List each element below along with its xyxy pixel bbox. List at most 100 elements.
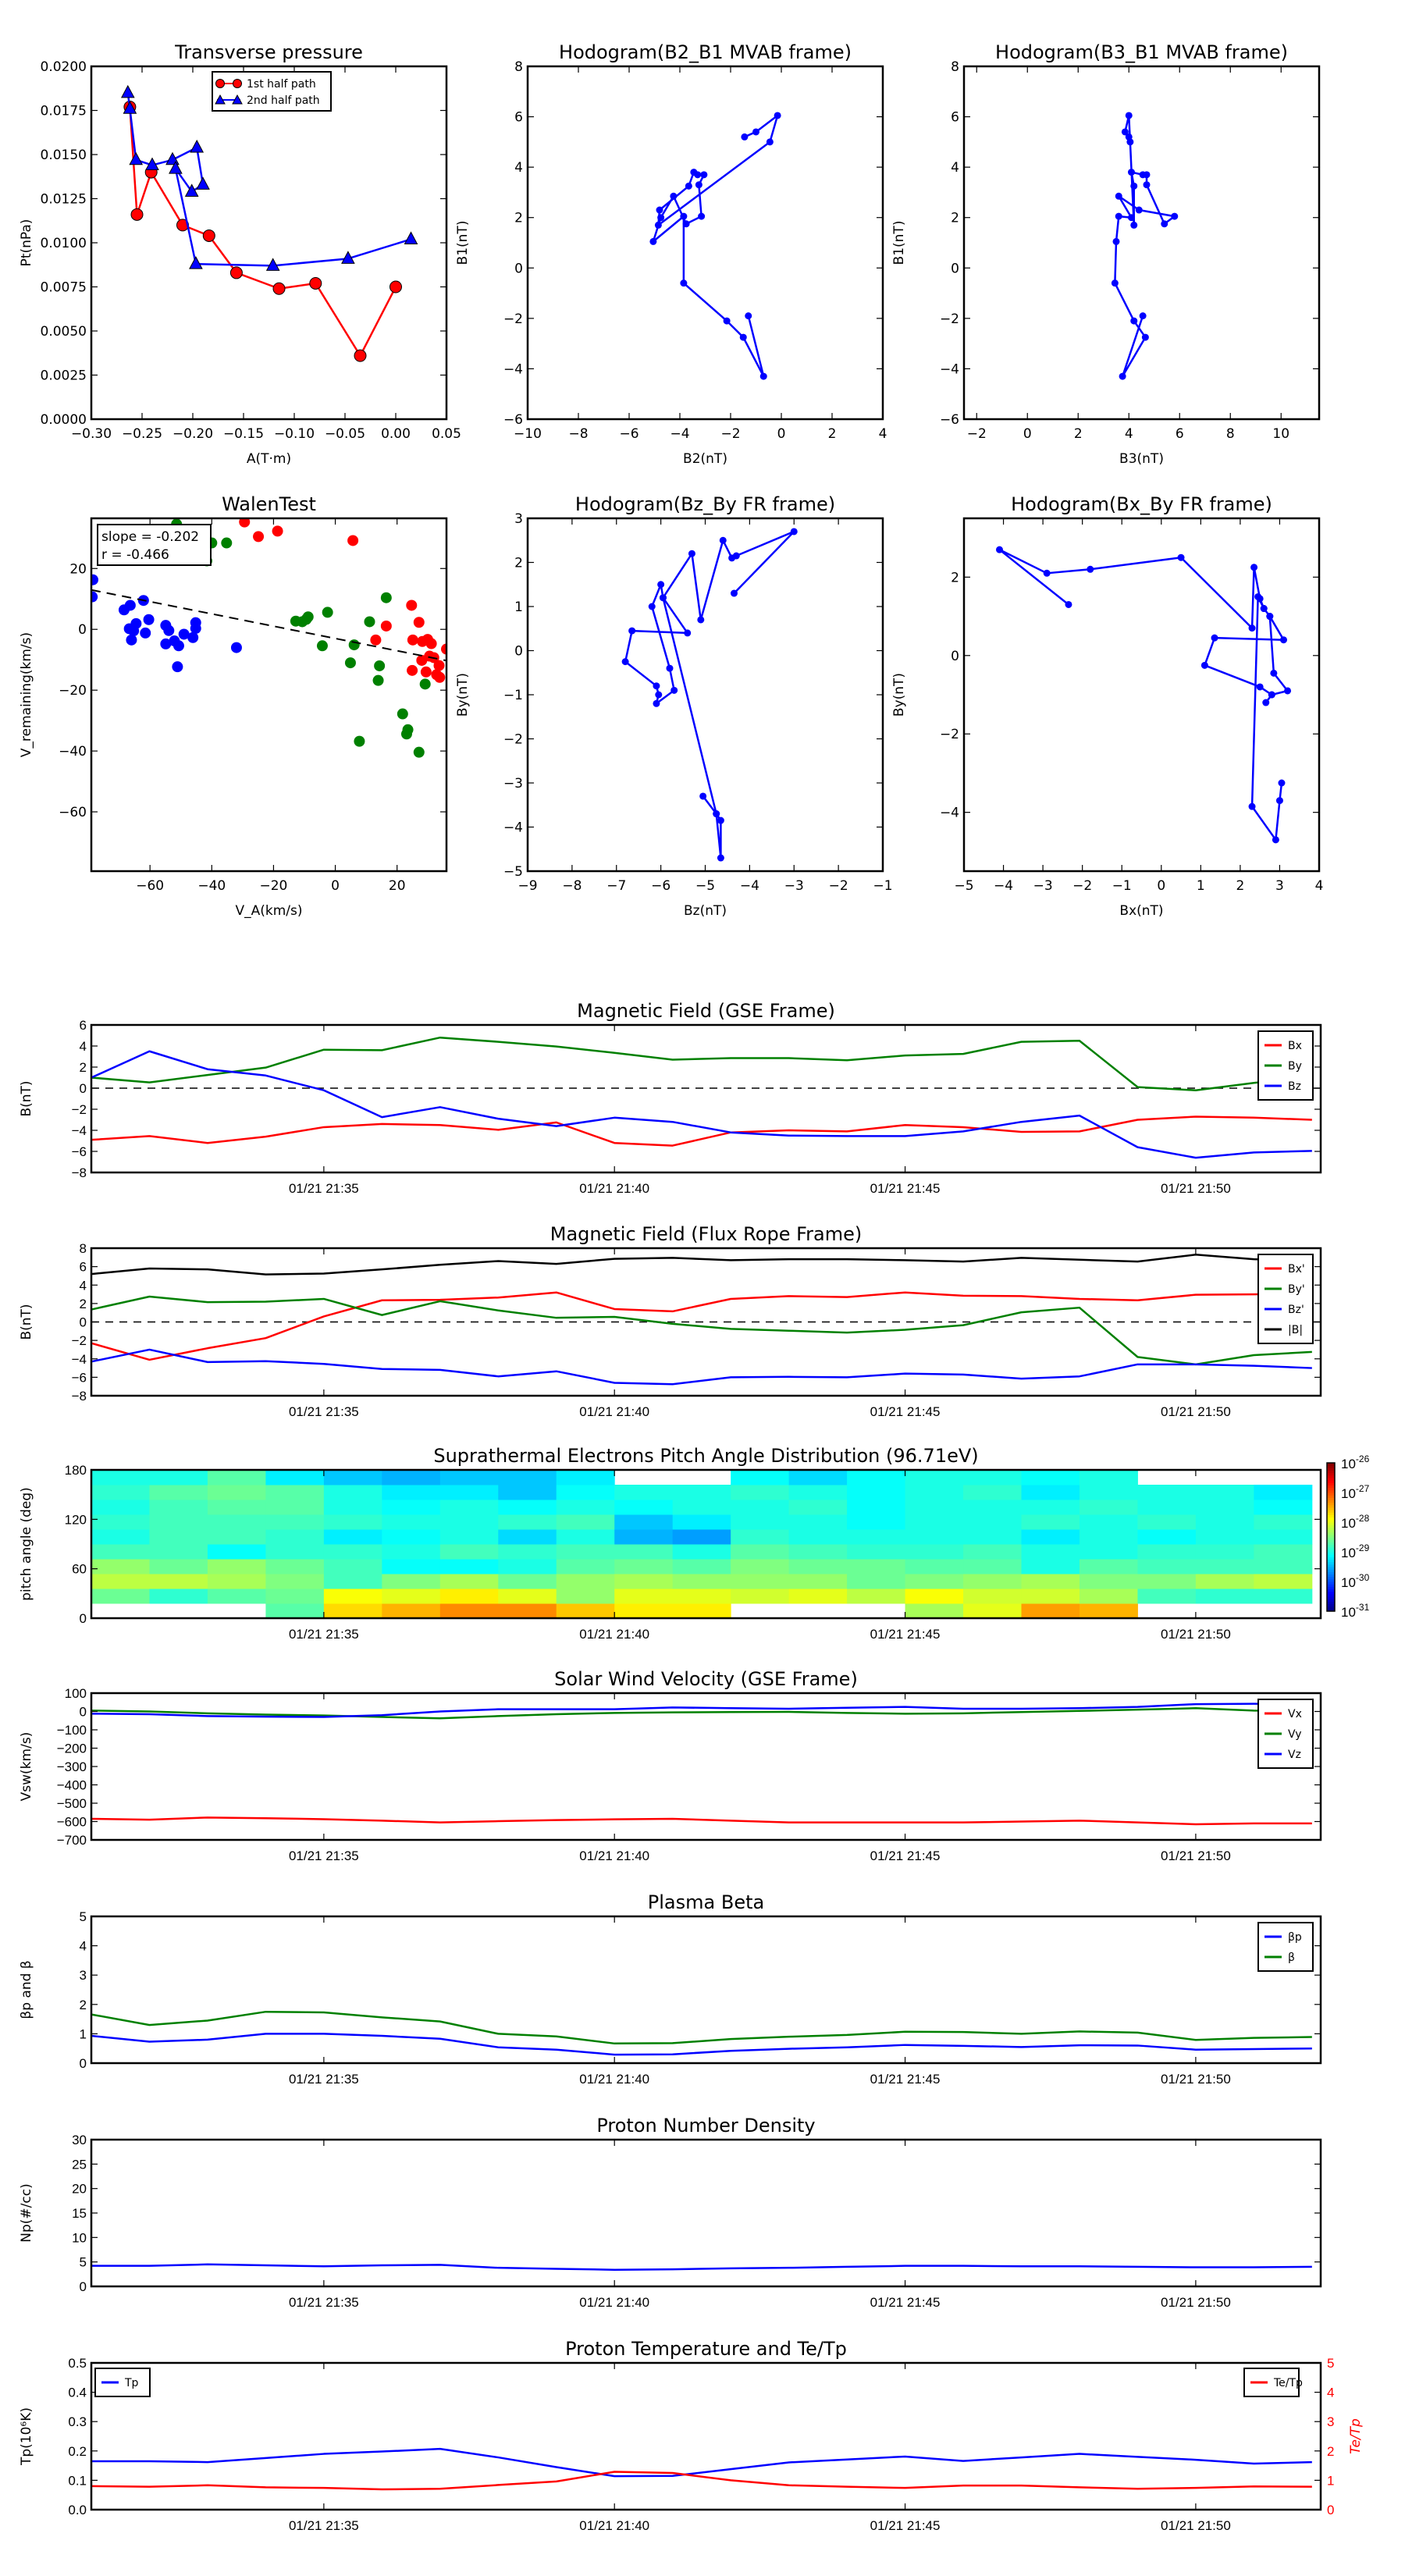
y-tick-label: −2 [503,732,523,748]
data-point [425,638,437,649]
chart-title: Proton Temperature and Te/Tp [565,2338,847,2360]
data-point [680,279,688,287]
data-point [1130,221,1138,229]
axes-frame [90,2361,1322,2511]
y-tick-label: 6 [80,1260,87,1275]
colorbar-segment [1327,1606,1335,1610]
legend-label: 2nd half path [247,94,320,107]
data-point [407,664,418,676]
x-tick-label: −0.25 [122,426,162,442]
heatmap-cell [788,1470,848,1485]
heatmap-cell [439,1544,499,1560]
heatmap-cell [382,1470,441,1485]
data-point [1112,237,1120,245]
data-point [657,214,665,222]
series-line-bx [91,1115,1312,1147]
legend-right: Te/Tp [1243,2368,1303,2397]
heatmap-cell [207,1470,266,1485]
colorbar-segment [1327,1465,1335,1468]
y-tick-label: −2 [503,311,523,327]
legend-label: 1st half path [247,78,316,91]
series-line-b [91,1254,1312,1276]
heatmap-cell [788,1559,848,1574]
y-tick-label: 2 [514,211,523,226]
colorbar-segment [1327,1480,1335,1483]
heatmap-cell [1137,1574,1197,1589]
data-point [316,640,328,652]
x-tick-label: −4 [670,426,689,442]
heatmap-cell [91,1514,150,1530]
heatmap-cell [265,1589,325,1604]
heatmap-cell [1079,1514,1138,1530]
y-tick-label: −6 [72,1370,87,1385]
x-tick-label: 01/21 21:40 [579,2518,649,2533]
heatmap-cell [847,1589,906,1604]
heatmap-cell [149,1544,208,1560]
heatmap-cell [788,1485,848,1500]
data-point [309,276,322,290]
y-tick-label: 25 [72,2157,87,2172]
heatmap-cell [556,1529,615,1545]
y-tick-label: 0.4 [68,2386,87,2400]
data-point [717,817,724,824]
x-tick-label: 01/21 21:45 [870,1404,941,1419]
y-right-tick-label: 0 [1327,2503,1334,2517]
data-point [656,206,663,214]
y-tick-label: −8 [72,1165,87,1180]
colorbar-segment [1327,1571,1335,1574]
data-point [766,138,774,146]
heatmap-cell [1137,1529,1197,1545]
chart-transverse-pressure: Transverse pressure 0.0000 0.0025 0.0050 0.0… [19,41,461,467]
colorbar-segment [1327,1463,1335,1466]
x-tick-label: 01/21 21:50 [1161,1404,1231,1419]
x-tick-label: 01/21 21:35 [289,1181,359,1196]
x-tick-label: 01/21 21:50 [1161,1627,1231,1642]
heatmap-cell [614,1485,674,1500]
chart-title: Transverse pressure [174,41,363,63]
axes-frame [90,1468,1322,1620]
heatmap-cell [1254,1485,1313,1500]
chart-vsw: Solar Wind Velocity (GSE Frame) −700 −600 −… [19,1668,1322,1863]
colorbar-segment [1327,1569,1335,1572]
colorbar-segment [1327,1485,1335,1489]
heatmap-cell [963,1500,1022,1515]
data-point [163,624,175,636]
y-tick-label: 8 [514,59,523,75]
y-tick-label: 15 [72,2206,87,2221]
colorbar-segment [1327,1601,1335,1604]
legend-marker [215,79,225,88]
axes-frame [90,1023,1322,1174]
colorbar-segment [1327,1489,1335,1493]
heatmap-cell [439,1589,499,1604]
legend-label: Bx' [1288,1263,1305,1276]
heatmap-cell [439,1559,499,1574]
series-line- [91,2010,1312,2045]
heatmap-cell [1079,1559,1138,1574]
y-tick-label: −200 [57,1742,87,1756]
heatmap-cell [1137,1544,1197,1560]
y-tick-label: 6 [80,1018,87,1033]
x-tick-label: 4 [879,426,887,442]
x-tick-label: −2 [1072,878,1092,894]
heatmap-cell [556,1574,615,1589]
heatmap-cell [382,1529,441,1545]
data-point [196,176,210,190]
x-tick-label: 3 [1275,878,1284,894]
data-point [1125,112,1133,119]
heatmap-cell [556,1589,615,1604]
heatmap-cell [1195,1559,1254,1574]
colorbar-segment [1327,1519,1335,1523]
heatmap-cell [207,1574,266,1589]
colorbar-segment [1327,1497,1335,1500]
heatmap-cell [91,1574,150,1589]
colorbar-tick-label: 10-26 [1341,1453,1370,1471]
legend-label: β [1288,1952,1295,1964]
y-tick-label: 180 [65,1463,87,1478]
x-tick-label: −4 [994,878,1013,894]
data-point [341,251,355,264]
colorbar-segment [1327,1527,1335,1530]
data-point [653,699,660,707]
x-tick-label: 01/21 21:45 [870,1181,941,1196]
x-tick-label: 01/21 21:50 [1161,2518,1231,2533]
